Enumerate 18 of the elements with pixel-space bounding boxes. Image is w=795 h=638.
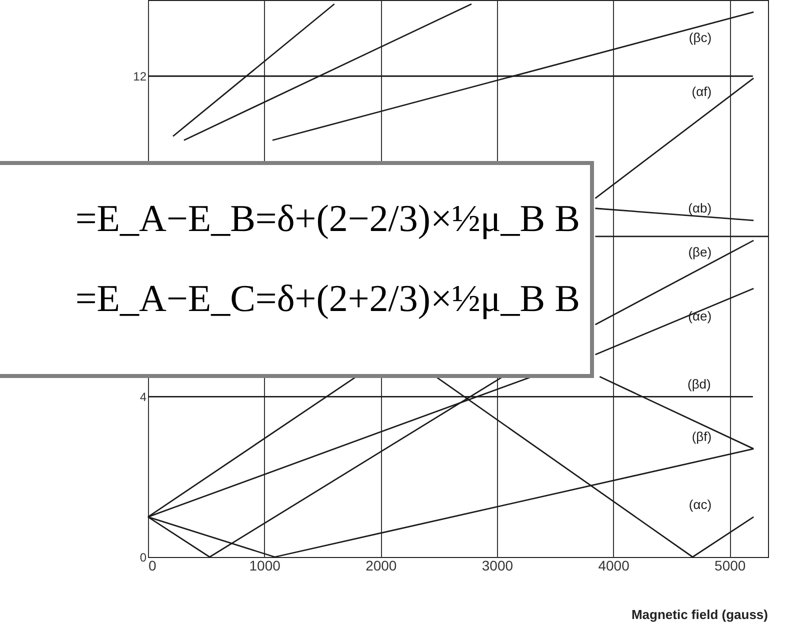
y-tick-label: 4 [140, 390, 147, 404]
x-tick-label: 3000 [482, 558, 514, 574]
x-tick-label: 5000 [714, 558, 746, 574]
series-label: (βe) [688, 244, 712, 260]
x-axis-title: Magnetic field (gauss) [631, 607, 768, 622]
x-tick-label: 2000 [366, 558, 397, 574]
series-label: (αf) [692, 84, 712, 100]
series-label: (βd) [688, 376, 711, 392]
text: (αc) [688, 496, 712, 512]
y-tick-label: 12 [133, 70, 147, 84]
series-label: (βf) [692, 428, 712, 444]
series-label: (αe) [688, 308, 712, 324]
annotation: =E_A−E_C=δ+(2+2/3)×½μ_B B [75, 278, 580, 320]
series-label: (βc) [688, 30, 712, 46]
x-tick-label: 4000 [598, 558, 630, 574]
x-tick-label: 1000 [249, 558, 281, 574]
series-label: (αb) [688, 200, 712, 216]
annotation: =E_A−E_B=δ+(2−2/3)×½μ_B B [75, 198, 580, 240]
